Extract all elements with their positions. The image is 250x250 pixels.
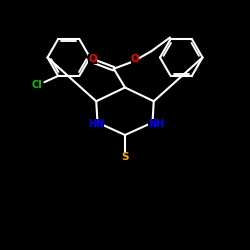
Text: O: O xyxy=(88,54,97,64)
Text: O: O xyxy=(130,54,140,64)
Text: Cl: Cl xyxy=(32,80,42,90)
Text: NH: NH xyxy=(148,119,164,129)
Text: S: S xyxy=(121,152,129,162)
Text: HN: HN xyxy=(88,119,104,129)
